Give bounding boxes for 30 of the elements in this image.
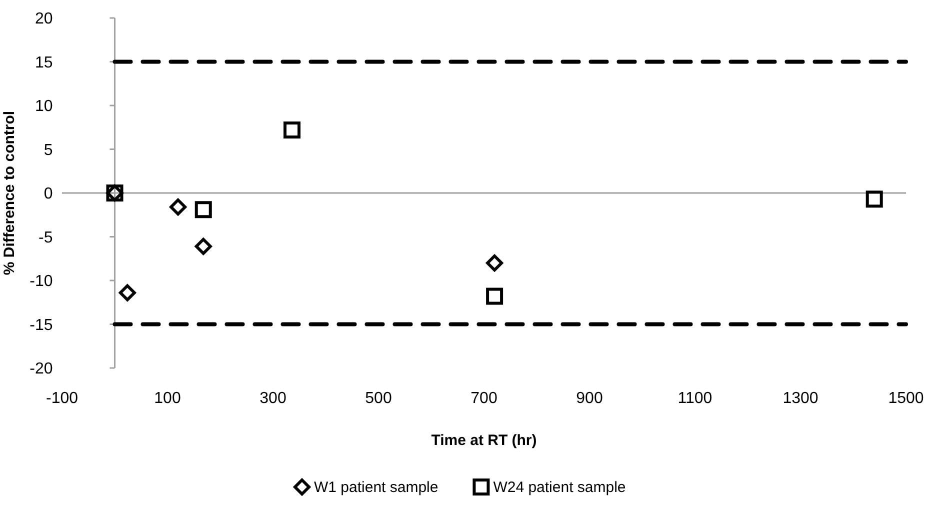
point: [194, 238, 212, 255]
x-tick-label: 1100: [678, 390, 712, 407]
y-tick-label: -15: [30, 316, 53, 334]
y-tick-label: 0: [44, 186, 53, 203]
point: [283, 122, 300, 138]
point: [194, 201, 212, 218]
y-tick-label: 10: [34, 98, 53, 116]
x-tick-label: 100: [154, 390, 181, 407]
y-tick-label: 5: [44, 142, 53, 159]
point: [486, 288, 504, 305]
legend-label: W1 patient sample: [314, 479, 438, 496]
y-tick-label: -20: [30, 360, 53, 378]
x-tick-label: 1500: [888, 390, 924, 407]
y-tick-label: 20: [34, 10, 53, 28]
legend-label: W24 patient sample: [493, 479, 626, 496]
x-tick-label: 700: [470, 390, 498, 407]
x-tick-label: 300: [260, 390, 286, 407]
point: [118, 284, 136, 302]
y-axis-title: % Difference to control: [1, 110, 18, 276]
y-tick-label: -10: [30, 273, 53, 290]
y-tick-label: 15: [34, 54, 53, 72]
point: [170, 198, 187, 216]
x-axis-title: Time at RT (hr): [431, 432, 537, 449]
x-tick-label: 1300: [782, 390, 818, 407]
y-tick-label: -5: [38, 229, 53, 246]
x-tick-label: 500: [365, 390, 392, 407]
point: [486, 254, 504, 272]
point: [866, 190, 883, 208]
x-tick-label: -100: [46, 390, 78, 407]
x-tick-label: 900: [576, 390, 603, 407]
